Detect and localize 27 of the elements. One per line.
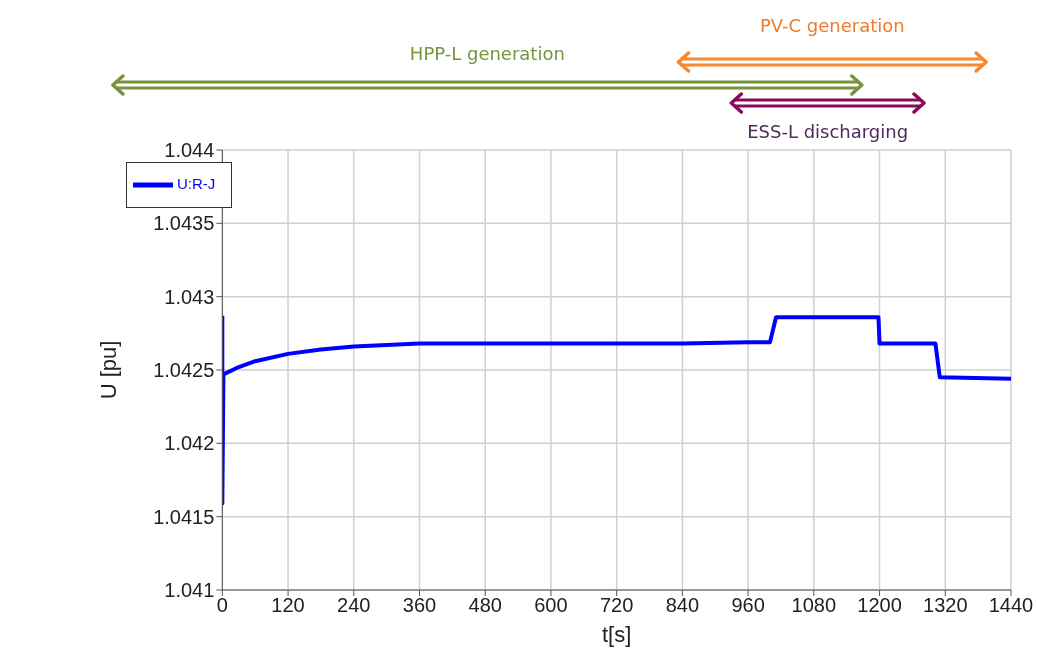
text: ESS-L discharging — [747, 121, 909, 142]
y-tick-label: 1.041 — [164, 579, 215, 602]
x-tick-label: 720 — [599, 594, 634, 617]
line-series — [222, 313, 1011, 506]
x-tick-label: 960 — [731, 594, 765, 617]
legend-label: U:R-J — [177, 174, 216, 192]
x-tick-label: 1080 — [791, 594, 837, 617]
y-tick-label: 1.0425 — [153, 359, 215, 382]
x-tick-label: 1200 — [857, 594, 902, 617]
x-tick-label: 480 — [468, 594, 502, 617]
text: PV-C generation — [759, 15, 905, 36]
text: HPP-L generation — [409, 43, 565, 64]
x-tick-label: 1440 — [988, 594, 1034, 617]
x-tick-label: 120 — [271, 594, 305, 617]
x-tick-label: 0 — [216, 594, 228, 617]
y-tick-label: 1.0415 — [153, 505, 215, 528]
y-tick-label: 1.0435 — [153, 212, 215, 235]
x-tick-label: 600 — [534, 594, 568, 617]
y-tick-label: 1.043 — [164, 285, 215, 308]
x-axis-title: t[s] — [601, 621, 632, 647]
y-tick-label: 1.044 — [164, 139, 215, 162]
y-tick-label: 1.042 — [164, 432, 215, 455]
x-tick-label: 360 — [402, 594, 437, 617]
y-axis-title: U [pu] — [96, 340, 122, 400]
x-tick-label: 240 — [337, 594, 371, 617]
x-tick-label: 1320 — [923, 594, 968, 617]
x-tick-label: 840 — [665, 594, 700, 617]
